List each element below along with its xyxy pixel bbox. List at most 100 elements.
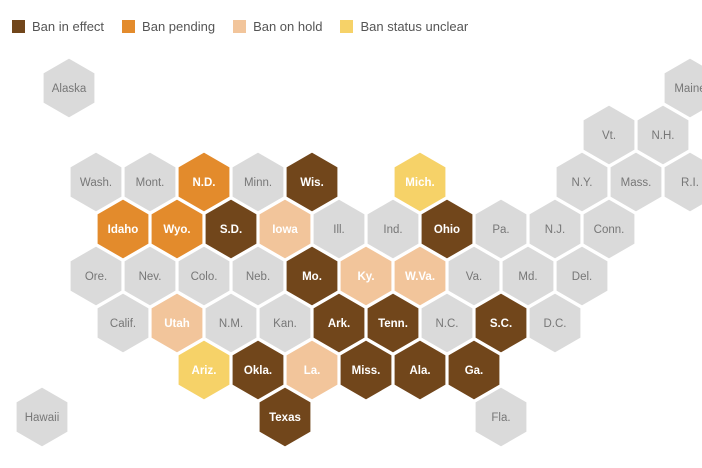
state-hex-shape (446, 244, 502, 308)
state-hex-ariz: Ariz. (176, 338, 232, 402)
legend-swatch-pending (122, 20, 136, 33)
state-label: D.C. (544, 318, 567, 330)
state-label: S.D. (220, 224, 242, 236)
state-hex-s-c: S.C. (473, 291, 529, 355)
state-label: S.C. (490, 318, 512, 330)
state-hex-mass: Mass. (608, 150, 664, 214)
legend-item-unclear: Ban status unclear (340, 19, 468, 34)
state-label: Va. (466, 271, 482, 283)
state-label: Conn. (594, 224, 625, 236)
state-hex-shape (608, 150, 664, 214)
state-hex-shape (284, 338, 340, 402)
state-label: N.M. (219, 318, 243, 330)
state-hex-shape (284, 150, 340, 214)
legend-item-hold: Ban on hold (233, 19, 322, 34)
state-label: Mont. (136, 177, 165, 189)
state-label: Mich. (405, 177, 434, 189)
state-hex-mich: Mich. (392, 150, 448, 214)
legend-label-effect: Ban in effect (32, 19, 105, 34)
state-label: W.Va. (405, 271, 435, 283)
state-label: N.D. (193, 177, 216, 189)
state-label: Wis. (300, 177, 324, 189)
state-label: Wyo. (163, 224, 190, 236)
state-hex-shape (473, 197, 529, 261)
state-hex-shape (176, 244, 232, 308)
legend-label-unclear: Ban status unclear (360, 19, 469, 34)
legend-item-effect: Ban in effect (12, 19, 104, 34)
state-label: Ky. (357, 271, 374, 283)
state-label: Colo. (191, 271, 218, 283)
legend-label-pending: Ban pending (142, 19, 216, 34)
state-label: Maine (674, 83, 702, 95)
state-hex-ala: Ala. (392, 338, 448, 402)
state-hex-shape (473, 291, 529, 355)
state-hex-shape (68, 244, 124, 308)
state-hex-ark: Ark. (311, 291, 367, 355)
state-hex-neb: Neb. (230, 244, 286, 308)
legend-swatch-hold (233, 20, 247, 33)
state-hex-shape (257, 197, 313, 261)
state-hex-shape (392, 150, 448, 214)
state-hex-tenn: Tenn. (365, 291, 421, 355)
state-label: Mo. (302, 271, 322, 283)
state-label: Ohio (434, 224, 460, 236)
state-label: Pa. (492, 224, 509, 236)
state-hex-ohio: Ohio (419, 197, 475, 261)
legend-swatch-unclear (340, 20, 354, 33)
state-hex-miss: Miss. (338, 338, 394, 402)
state-hex-shape (311, 197, 367, 261)
state-hex-n-m: N.M. (203, 291, 259, 355)
state-hex-r-i: R.I. (662, 150, 702, 214)
state-label: Ga. (465, 365, 484, 377)
legend-item-pending: Ban pending (122, 19, 215, 34)
state-label: Iowa (272, 224, 298, 236)
state-hex-shape (419, 291, 475, 355)
state-hex-del: Del. (554, 244, 610, 308)
state-hex-shape (554, 150, 610, 214)
state-hex-shape (230, 244, 286, 308)
state-hex-shape (257, 385, 313, 449)
state-label: Ariz. (192, 365, 217, 377)
state-hex-s-d: S.D. (203, 197, 259, 261)
state-hex-minn: Minn. (230, 150, 286, 214)
state-hex-n-c: N.C. (419, 291, 475, 355)
state-hex-shape (230, 150, 286, 214)
state-hex-shape (635, 103, 691, 167)
state-label: Idaho (108, 224, 139, 236)
state-label: Ark. (328, 318, 350, 330)
legend: Ban in effect Ban pending Ban on hold Ba… (12, 19, 486, 34)
state-label: Neb. (246, 271, 270, 283)
state-hex-shape (95, 291, 151, 355)
state-hex-shape (419, 197, 475, 261)
state-label: Texas (269, 412, 301, 424)
state-hex-shape (176, 150, 232, 214)
state-hex-shape (365, 291, 421, 355)
state-label: Alaska (52, 83, 87, 95)
state-hex-shape (14, 385, 70, 449)
state-hex-mont: Mont. (122, 150, 178, 214)
state-hex-n-j: N.J. (527, 197, 583, 261)
state-hex-shape (365, 197, 421, 261)
state-hex-maine: Maine (662, 56, 702, 120)
state-label: R.I. (681, 177, 699, 189)
state-label: Nev. (139, 271, 162, 283)
state-hex-kan: Kan. (257, 291, 313, 355)
state-label: Kan. (273, 318, 297, 330)
state-hex-ind: Ind. (365, 197, 421, 261)
state-hex-shape (122, 244, 178, 308)
state-hex-shape (338, 338, 394, 402)
state-hex-colo: Colo. (176, 244, 232, 308)
state-hex-texas: Texas (257, 385, 313, 449)
state-label: Okla. (244, 365, 272, 377)
state-hex-fla: Fla. (473, 385, 529, 449)
state-hex-va: Va. (446, 244, 502, 308)
state-hex-shape (149, 291, 205, 355)
state-hex-shape (581, 197, 637, 261)
state-label: Calif. (110, 318, 136, 330)
state-label: La. (304, 365, 321, 377)
state-hex-n-y: N.Y. (554, 150, 610, 214)
state-hex-wash: Wash. (68, 150, 124, 214)
state-hex-pa: Pa. (473, 197, 529, 261)
